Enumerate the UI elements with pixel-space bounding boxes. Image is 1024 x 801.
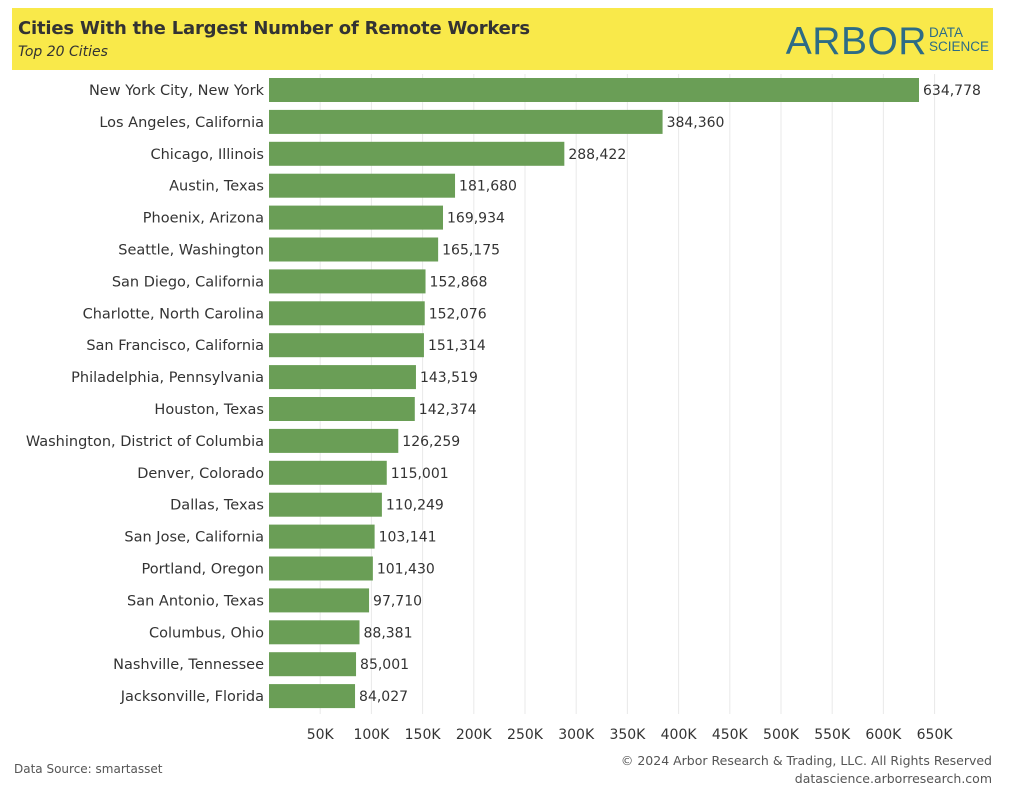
bar[interactable] <box>269 684 356 709</box>
category-label: San Jose, California <box>124 530 264 546</box>
bar[interactable] <box>269 524 375 549</box>
value-label: 142,374 <box>419 402 477 418</box>
bar[interactable] <box>269 109 663 134</box>
category-label: New York City, New York <box>89 83 265 99</box>
logo-sub-text: DATA SCIENCE <box>929 26 989 54</box>
value-label: 85,001 <box>360 657 409 673</box>
category-label: Portland, Oregon <box>141 562 264 578</box>
x-tick-label: 600K <box>865 727 902 743</box>
value-label: 88,381 <box>364 625 413 641</box>
x-tick-label: 200K <box>456 727 493 743</box>
category-label: Phoenix, Arizona <box>143 211 264 227</box>
category-label: San Diego, California <box>112 274 264 290</box>
value-label: 169,934 <box>447 211 505 227</box>
bar[interactable] <box>269 237 439 262</box>
x-tick-label: 100K <box>353 727 390 743</box>
x-tick-label: 50K <box>307 727 335 743</box>
category-label: Houston, Texas <box>154 402 264 418</box>
x-tick-label: 400K <box>661 727 698 743</box>
category-label: Philadelphia, Pennsylvania <box>71 370 264 386</box>
category-label: Charlotte, North Carolina <box>83 306 264 322</box>
value-label: 152,868 <box>430 274 488 290</box>
logo-sub-line-2: SCIENCE <box>928 39 989 54</box>
category-label: Seattle, Washington <box>118 243 264 259</box>
value-label: 165,175 <box>442 243 500 259</box>
header-banner: Cities With the Largest Number of Remote… <box>12 8 993 70</box>
x-axis-ticks: 50K 100K 150K 200K 250K 300K 350K 400K 450K 500K 5… <box>307 727 954 743</box>
bar[interactable] <box>269 269 426 294</box>
bar[interactable] <box>269 365 416 390</box>
value-label: 634,778 <box>923 83 981 99</box>
value-label: 110,249 <box>386 498 444 514</box>
x-tick-label: 550K <box>814 727 851 743</box>
bar[interactable] <box>269 620 360 645</box>
category-label: Washington, District of Columbia <box>26 434 264 450</box>
arbor-logo: ARBOR DATA SCIENCE <box>786 20 989 64</box>
bar[interactable] <box>269 173 456 198</box>
bar[interactable] <box>269 333 424 358</box>
category-label: Dallas, Texas <box>170 498 264 514</box>
x-tick-label: 350K <box>609 727 646 743</box>
category-label: San Antonio, Texas <box>127 593 264 609</box>
value-label: 84,027 <box>359 689 408 705</box>
x-tick-label: 500K <box>763 727 800 743</box>
x-tick-label: 250K <box>507 727 544 743</box>
chart-title: Cities With the Largest Number of Remote… <box>18 18 530 39</box>
value-label: 143,519 <box>420 370 478 386</box>
bar[interactable] <box>269 397 415 421</box>
bar[interactable] <box>269 428 399 453</box>
x-tick-label: 450K <box>712 727 749 743</box>
category-label: Los Angeles, California <box>99 115 264 131</box>
category-label: San Francisco, California <box>86 338 264 354</box>
logo-sub-line-1: DATA <box>928 25 963 40</box>
bar[interactable] <box>269 588 370 613</box>
x-tick-label: 650K <box>917 727 954 743</box>
value-label: 152,076 <box>429 306 487 322</box>
bar[interactable] <box>269 460 387 485</box>
value-label: 101,430 <box>377 562 435 578</box>
grid-layer <box>319 74 936 714</box>
category-labels: New York City, New York Los Angeles, Cali… <box>26 83 265 705</box>
value-label: 126,259 <box>402 434 460 450</box>
bars-layer <box>269 78 919 709</box>
x-tick-label: 300K <box>558 727 595 743</box>
value-label: 97,710 <box>373 593 422 609</box>
bar[interactable] <box>269 301 425 326</box>
bar[interactable] <box>269 556 373 581</box>
data-source: Data Source: smartasset <box>14 762 163 776</box>
category-label: Denver, Colorado <box>137 466 264 482</box>
category-label: Austin, Texas <box>169 179 264 195</box>
value-labels: 634,778 384,360 288,422 181,680 169,934 165,1… <box>359 83 981 705</box>
category-label: Jacksonville, Florida <box>120 689 264 705</box>
value-label: 115,001 <box>391 466 449 482</box>
bar[interactable] <box>269 141 565 166</box>
bar[interactable] <box>269 205 444 230</box>
value-label: 288,422 <box>568 147 626 163</box>
value-label: 103,141 <box>379 530 437 546</box>
website-link[interactable]: datascience.arborresearch.com <box>794 771 992 786</box>
category-label: Chicago, Illinois <box>150 147 264 163</box>
footer-credits: © 2024 Arbor Research & Trading, LLC. Al… <box>621 752 992 788</box>
value-label: 151,314 <box>428 338 486 354</box>
value-label: 181,680 <box>459 179 517 195</box>
bar[interactable] <box>269 78 919 102</box>
copyright-text: © 2024 Arbor Research & Trading, LLC. Al… <box>620 753 992 768</box>
logo-main-text: ARBOR <box>785 20 927 63</box>
bar[interactable] <box>269 492 382 517</box>
chart-subtitle: Top 20 Cities <box>18 44 108 60</box>
x-tick-label: 150K <box>405 727 442 743</box>
category-label: Columbus, Ohio <box>149 625 264 641</box>
value-label: 384,360 <box>667 115 725 131</box>
category-label: Nashville, Tennessee <box>113 657 264 673</box>
bar[interactable] <box>269 652 357 677</box>
